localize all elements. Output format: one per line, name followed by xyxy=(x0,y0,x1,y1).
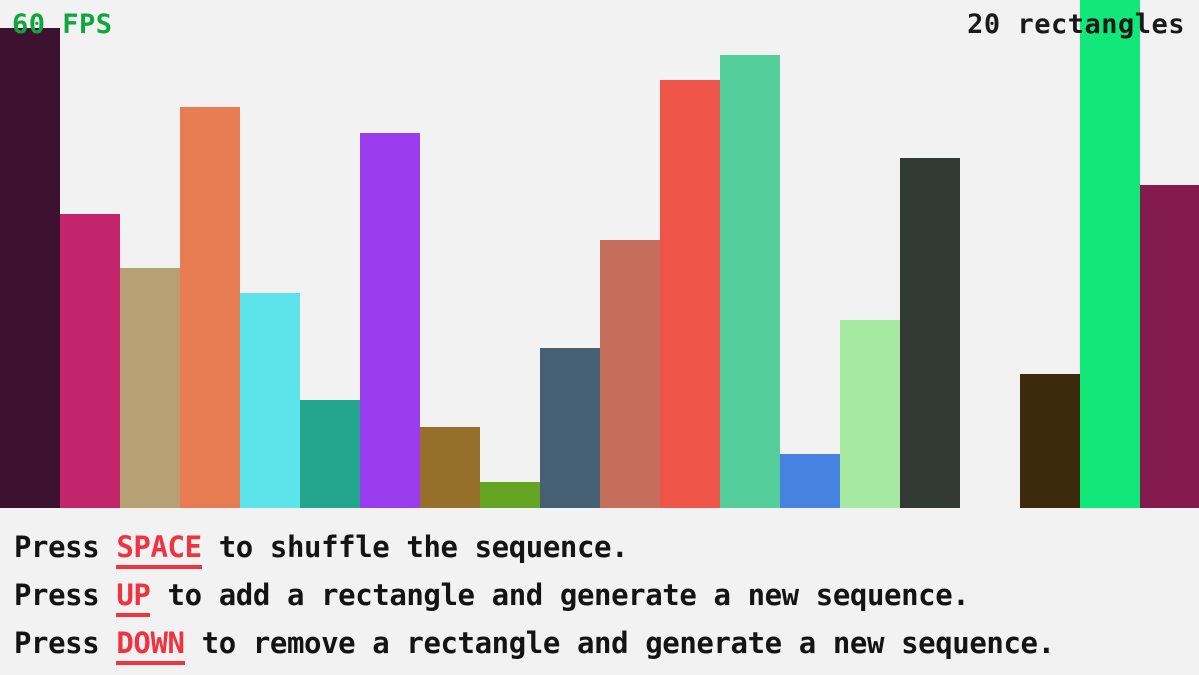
instructions-panel: Press SPACE to shuffle the sequence. Pre… xyxy=(0,508,1199,675)
instruction-prefix: Press xyxy=(14,530,117,564)
bar-18-dark-brown xyxy=(1020,374,1080,508)
bar-19-bright-green xyxy=(1080,0,1140,508)
bar-8-brown xyxy=(420,427,480,508)
bar-16-charcoal xyxy=(900,158,960,508)
bar-4-orange xyxy=(180,107,240,508)
instruction-suffix: to shuffle the sequence. xyxy=(201,530,629,564)
key-space[interactable]: SPACE xyxy=(116,530,202,569)
bar-15-light-green xyxy=(840,320,900,508)
bar-11-terracotta xyxy=(600,240,660,508)
bar-20-dark-magenta xyxy=(1140,185,1199,508)
fps-counter: 60 FPS xyxy=(12,9,113,40)
bar-5-cyan xyxy=(240,293,300,508)
bar-13-emerald xyxy=(720,55,780,508)
instruction-line-remove: Press DOWN to remove a rectangle and gen… xyxy=(14,626,1055,665)
instruction-suffix: to remove a rectangle and generate a new… xyxy=(184,626,1055,660)
instruction-prefix: Press xyxy=(14,578,117,612)
bar-1-dark-plum xyxy=(0,28,60,508)
key-up[interactable]: UP xyxy=(116,578,151,617)
bar-6-teal xyxy=(300,400,360,508)
bar-3-tan xyxy=(120,268,180,508)
bar-chart-canvas[interactable] xyxy=(0,0,1199,508)
rectangle-count-label: 20 rectangles xyxy=(967,9,1185,40)
instruction-prefix: Press xyxy=(14,626,117,660)
bar-14-blue xyxy=(780,454,840,508)
bar-7-purple xyxy=(360,133,420,508)
instruction-suffix: to add a rectangle and generate a new se… xyxy=(150,578,970,612)
instruction-line-add: Press UP to add a rectangle and generate… xyxy=(14,578,970,617)
instruction-line-shuffle: Press SPACE to shuffle the sequence. xyxy=(14,530,629,569)
key-down[interactable]: DOWN xyxy=(116,626,185,665)
bar-2-magenta xyxy=(60,214,120,508)
bar-10-slate-blue xyxy=(540,348,600,508)
bar-9-olive-green xyxy=(480,482,540,508)
bar-12-red xyxy=(660,80,720,508)
